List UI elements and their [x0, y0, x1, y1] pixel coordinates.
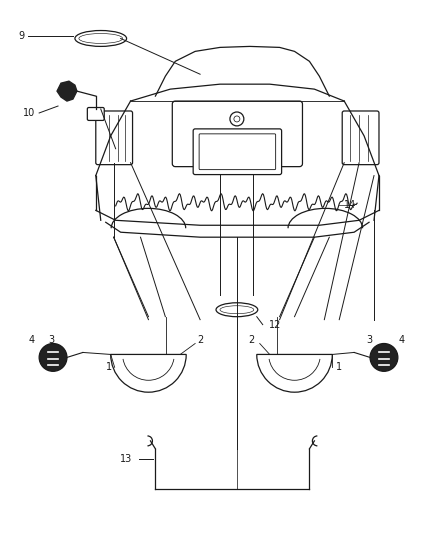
Polygon shape — [57, 81, 77, 101]
Text: 10: 10 — [23, 108, 35, 118]
Text: 12: 12 — [268, 320, 281, 329]
Text: 13: 13 — [120, 454, 132, 464]
Text: 1: 1 — [336, 362, 342, 373]
FancyBboxPatch shape — [172, 101, 303, 167]
Ellipse shape — [216, 303, 258, 317]
Text: 2: 2 — [249, 335, 255, 344]
FancyBboxPatch shape — [193, 129, 282, 175]
Text: 1: 1 — [106, 362, 112, 373]
Wedge shape — [111, 354, 186, 392]
Circle shape — [370, 343, 398, 372]
Circle shape — [230, 112, 244, 126]
Circle shape — [39, 343, 67, 372]
Ellipse shape — [75, 30, 127, 46]
Text: 3: 3 — [48, 335, 54, 344]
Text: 4: 4 — [28, 335, 34, 344]
Text: 4: 4 — [399, 335, 405, 344]
Ellipse shape — [220, 306, 254, 314]
Text: 2: 2 — [197, 335, 203, 344]
Ellipse shape — [79, 34, 123, 43]
FancyBboxPatch shape — [199, 134, 276, 169]
FancyBboxPatch shape — [96, 111, 133, 165]
Circle shape — [234, 116, 240, 122]
FancyBboxPatch shape — [342, 111, 379, 165]
FancyBboxPatch shape — [87, 108, 104, 120]
Text: 3: 3 — [366, 335, 372, 344]
Text: 9: 9 — [18, 31, 25, 42]
Text: 14: 14 — [344, 200, 357, 211]
Wedge shape — [257, 354, 332, 392]
